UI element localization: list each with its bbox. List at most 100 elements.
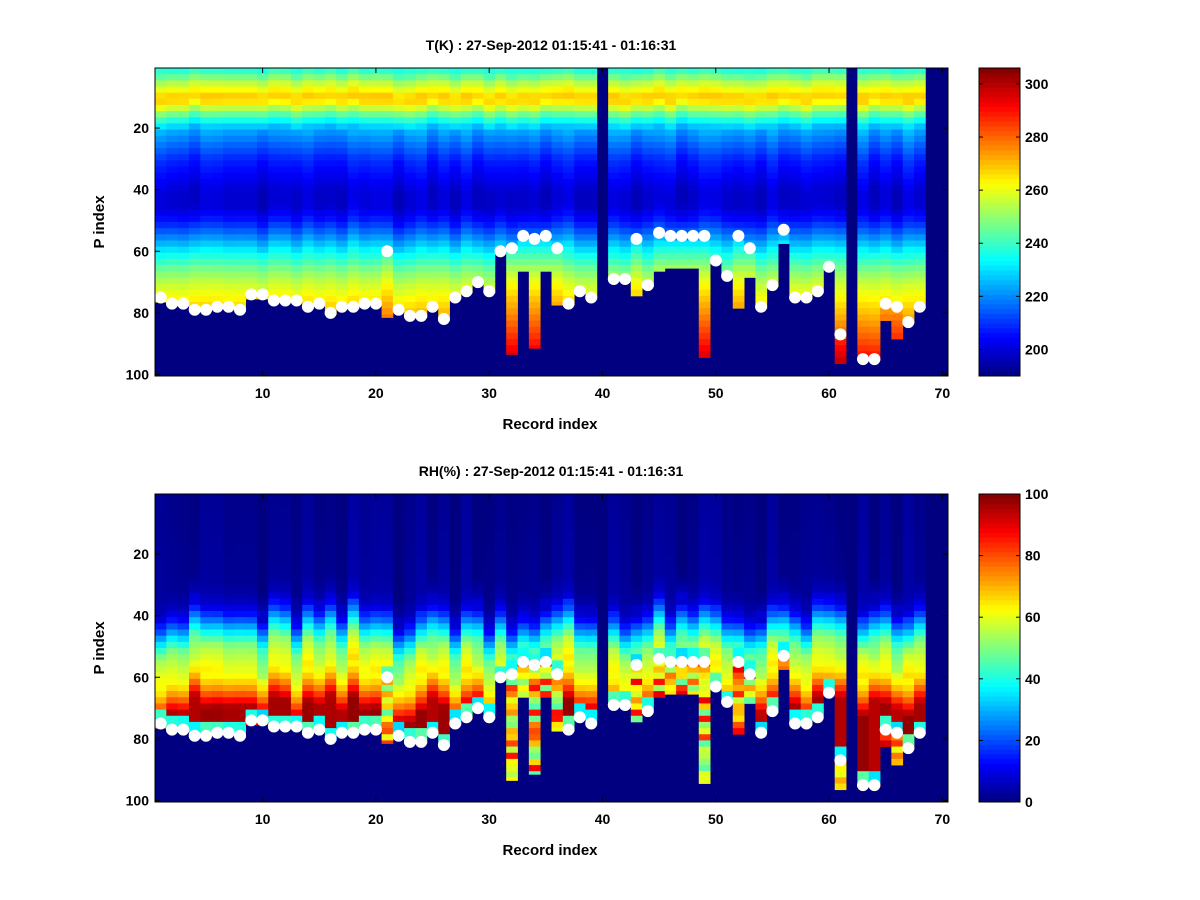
heatmap-cell [392, 228, 405, 235]
heatmap-cell [279, 98, 292, 106]
heatmap-cell [642, 271, 654, 278]
heatmap-cell [472, 598, 484, 606]
heatmap-cell [494, 141, 507, 149]
heatmap-cell [540, 123, 552, 130]
heatmap-cell [279, 641, 292, 649]
heatmap-cell [721, 500, 734, 507]
heatmap-cell [562, 68, 575, 75]
heatmap-cell [630, 123, 643, 130]
heatmap-cell [234, 166, 247, 174]
heatmap-cell [914, 185, 926, 192]
heatmap-cell [585, 691, 598, 698]
heatmap-cell [630, 215, 643, 223]
heatmap-cell [302, 111, 314, 118]
heatmap-cell [710, 135, 722, 143]
heatmap-cell [234, 135, 247, 143]
heatmap-cell [653, 506, 666, 513]
heatmap-cell [358, 104, 371, 112]
heatmap-cell [449, 154, 462, 161]
heatmap-cell [800, 537, 813, 544]
heatmap-cell [778, 80, 790, 87]
heatmap-cell [744, 104, 756, 112]
heatmap-cell [755, 697, 768, 704]
heatmap-cell [211, 678, 224, 686]
heatmap-cell [381, 635, 394, 643]
heatmap-cell [585, 709, 598, 717]
heatmap-cell [766, 203, 779, 211]
heatmap-cell [245, 703, 258, 710]
heatmap-cell [540, 672, 552, 680]
heatmap-cell [155, 666, 167, 674]
heatmap-cell [755, 246, 768, 254]
heatmap-cell [528, 715, 541, 723]
heatmap-cell [426, 512, 439, 520]
heatmap-cell [562, 222, 575, 229]
heatmap-cell [245, 604, 258, 612]
heatmap-cell [381, 258, 394, 266]
heatmap-cell [324, 209, 337, 217]
heatmap-cell [256, 512, 269, 520]
heatmap-cell [766, 660, 779, 667]
heatmap-cell [608, 506, 620, 513]
heatmap-cell [834, 185, 847, 192]
heatmap-cell [211, 74, 224, 81]
heatmap-cell [517, 574, 530, 581]
heatmap-cell [347, 277, 360, 284]
heatmap-cell [358, 135, 371, 143]
heatmap-cell [664, 178, 677, 186]
colorbar-tick-label: 300 [1025, 76, 1049, 92]
heatmap-cell [188, 129, 201, 137]
heatmap-cell [585, 203, 598, 211]
heatmap-cell [483, 691, 496, 698]
heatmap-cell [347, 74, 360, 81]
heatmap-cell [200, 92, 213, 100]
heatmap-cell [324, 92, 337, 100]
heatmap-cell [302, 678, 314, 686]
heatmap-cell [506, 234, 518, 241]
heatmap-cell [630, 117, 643, 124]
heatmap-cell [279, 222, 292, 229]
heatmap-cell [585, 172, 598, 180]
heatmap-cell [902, 302, 915, 309]
heatmap-cell [914, 271, 926, 278]
heatmap-cell [426, 289, 439, 297]
heatmap-cell [415, 672, 428, 680]
heatmap-cell [336, 574, 348, 581]
heatmap-cell [528, 117, 541, 124]
heatmap-cell [290, 512, 303, 520]
heatmap-cell [415, 302, 428, 309]
heatmap-cell [426, 265, 439, 272]
heatmap-cell [234, 494, 247, 501]
heatmap-cell [336, 252, 348, 260]
heatmap-cell [279, 494, 292, 501]
colorbar-segment [979, 270, 1020, 276]
heatmap-cell [245, 629, 258, 637]
heatmap-cell [789, 598, 802, 606]
heatmap-cell [279, 660, 292, 667]
heatmap-cell [744, 697, 756, 704]
heatmap-cell [336, 160, 348, 167]
heatmap-cell [562, 500, 575, 507]
colorbar-segment [979, 303, 1020, 310]
heatmap-cell [744, 141, 756, 149]
heatmap-cell [880, 117, 892, 124]
heatmap-cell [800, 691, 813, 698]
heatmap-cell [585, 129, 598, 137]
heatmap-cell [857, 123, 870, 130]
heatmap-cell [256, 228, 269, 235]
heatmap-cell [744, 648, 756, 655]
heatmap-cell [744, 574, 756, 581]
heatmap-cell [517, 524, 530, 532]
heatmap-cell [653, 598, 666, 606]
heatmap-cell [506, 574, 518, 581]
heatmap-cell [562, 537, 575, 544]
heatmap-cell [279, 135, 292, 143]
heatmap-cell [540, 604, 552, 612]
heatmap-cell [834, 129, 847, 137]
heatmap-cell [438, 80, 450, 87]
heatmap-cell [698, 518, 711, 526]
heatmap-cell [698, 697, 711, 704]
heatmap-cell [687, 524, 700, 532]
heatmap-column [630, 494, 643, 723]
heatmap-cell [812, 209, 824, 217]
